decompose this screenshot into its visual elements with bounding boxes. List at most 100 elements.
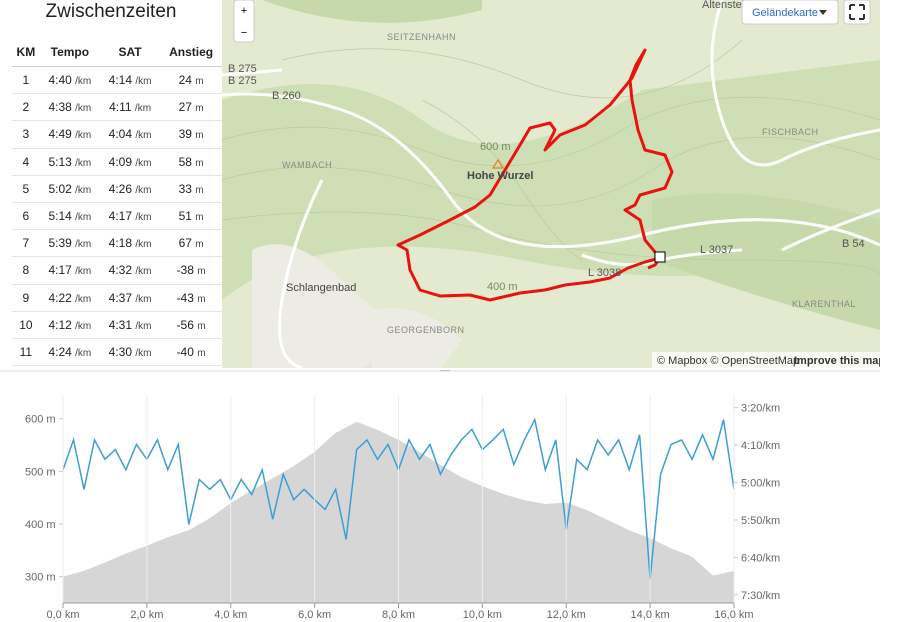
cell: 4:26 /km — [99, 175, 161, 203]
map-label: L 3037 — [700, 244, 733, 256]
fullscreen-button[interactable] — [843, 0, 871, 25]
finish-flag — [654, 251, 666, 263]
unit: /km — [135, 157, 152, 169]
cell: -43 m — [160, 284, 222, 312]
cell: 11 — [12, 338, 40, 367]
cell-value: 4:04 — [108, 127, 133, 142]
split-row[interactable]: 10 4:12 /km 4:31 /km -56 m — [12, 311, 222, 339]
layer-button[interactable] — [741, 0, 839, 25]
cell: 4:30 /km — [99, 338, 161, 367]
split-row[interactable]: 2 4:38 /km 4:11 /km 27 m — [12, 93, 222, 122]
split-row[interactable]: 3 4:49 /km 4:04 /km 39 m — [12, 120, 222, 149]
split-row[interactable]: 6 5:14 /km 4:17 /km 51 m — [12, 202, 222, 231]
cell-value: 4:40 — [48, 73, 72, 88]
cell-value: 4:17 — [108, 209, 133, 224]
forest — [262, 0, 880, 330]
map-label: FISCHBACH — [762, 127, 819, 137]
column-header: SAT — [99, 38, 161, 67]
cell: 4:52 /km — [39, 365, 100, 368]
cell-value: 10 — [19, 317, 33, 332]
split-row[interactable]: 8 4:17 /km 4:32 /km -38 m — [12, 256, 222, 285]
cell: 9 — [12, 284, 40, 312]
peak-icon — [491, 158, 505, 169]
cell-value: 51 — [178, 209, 192, 224]
unit: m — [197, 320, 206, 332]
split-row[interactable]: 11 4:24 /km 4:30 /km -40 m — [12, 338, 222, 367]
cell-value: 4:37 — [108, 290, 133, 305]
cell-value: 4:49 — [48, 127, 72, 142]
cell: 5:13 /km — [39, 148, 100, 176]
map-label: B 275 — [228, 75, 257, 87]
zoom-out[interactable]: − — [241, 27, 247, 39]
cell: -56 m — [160, 311, 222, 339]
y-tick-label: 300 m — [25, 572, 56, 584]
cell: 2 — [12, 93, 40, 122]
unit: m — [195, 157, 204, 169]
cell: 4:31 /km — [99, 311, 161, 339]
split-row[interactable]: 7 5:39 /km 4:18 /km 67 m — [12, 229, 222, 258]
y2-tick-label: 5:00/km — [741, 478, 780, 490]
cell-value: 4:09 — [108, 154, 133, 169]
cell: 4:11 /km — [99, 93, 161, 122]
unit: /km — [75, 212, 92, 224]
x-tick-label: 8,0 km — [382, 609, 415, 621]
cell-value: 24 — [178, 73, 192, 88]
cell-value: 11 — [19, 344, 33, 359]
x-tick-label: 6,0 km — [298, 609, 331, 621]
unit: m — [195, 130, 204, 142]
cell-value: -56 — [176, 317, 194, 332]
cell-value: -43 — [176, 290, 194, 305]
cell: 5 — [12, 175, 40, 203]
cell-value: -38 — [176, 263, 194, 278]
y2-tick-label: 3:20/km — [741, 403, 780, 415]
cell: 4:40 /km — [39, 66, 100, 95]
cell: 4 — [12, 148, 40, 176]
cell: 33 m — [160, 175, 222, 203]
zoom-in[interactable]: + — [241, 5, 247, 17]
cell-value: 4:31 — [108, 317, 133, 332]
cell: 7 — [12, 229, 40, 258]
town — [252, 244, 462, 368]
map[interactable]: Altenstein SEITZENHAHN B 275 B 275 B 260… — [222, 0, 880, 368]
cell: 5:14 /km — [39, 202, 100, 231]
zoom-box — [233, 0, 255, 43]
unit: /km — [75, 239, 92, 251]
map-label: Altenstein — [702, 0, 750, 11]
unit: m — [195, 239, 204, 251]
unit: /km — [135, 266, 152, 278]
unit: /km — [75, 320, 92, 332]
cell-value: 7 — [22, 236, 30, 251]
y2-tick-label: 5:50/km — [741, 515, 780, 527]
cell: 4:22 /km — [39, 284, 100, 312]
column-header: KM — [12, 38, 40, 67]
split-row[interactable]: 9 4:22 /km 4:37 /km -43 m — [12, 284, 222, 312]
cell: 4:37 /km — [99, 284, 161, 312]
splits-panel: Zwischenzeiten KM Tempo SAT Anstieg 1 4:40 /k… — [0, 0, 223, 368]
unit: /km — [75, 157, 92, 169]
cell: 4:29 /km — [99, 365, 161, 368]
x-tick-label: 10,0 km — [463, 609, 502, 621]
map-label: WAMBACH — [282, 160, 332, 170]
unit: /km — [135, 76, 152, 88]
split-row[interactable]: 5 5:02 /km 4:26 /km 33 m — [12, 175, 222, 203]
roads — [222, 0, 880, 368]
split-row[interactable]: 4 5:13 /km 4:09 /km 58 m — [12, 148, 222, 176]
improve-link[interactable]: Improve this map — [794, 355, 880, 367]
splits-title: Zwischenzeiten — [45, 1, 177, 22]
cell-value: 4:26 — [108, 181, 133, 196]
split-row[interactable]: 124:52 /km4:29 /km18 m — [12, 365, 222, 368]
unit: m — [195, 184, 204, 196]
cell: 4:18 /km — [99, 229, 161, 258]
header-row: KM Tempo SAT Anstieg — [12, 38, 222, 67]
unit: /km — [75, 266, 92, 278]
cell: -38 m — [160, 256, 222, 285]
cell-value: 4:24 — [48, 344, 72, 359]
x-tick-label: 12,0 km — [547, 609, 586, 621]
chart: 0,0 km 2,0 km 4,0 km 6,0 km 8,0 km 10,0 km 12,… — [0, 370, 880, 621]
split-row[interactable]: 1 4:40 /km 4:14 /km 24 m — [12, 66, 222, 95]
unit: /km — [135, 347, 152, 359]
cell: 1 — [12, 66, 40, 95]
unit: /km — [75, 76, 92, 88]
cell-value: 6 — [22, 209, 30, 224]
